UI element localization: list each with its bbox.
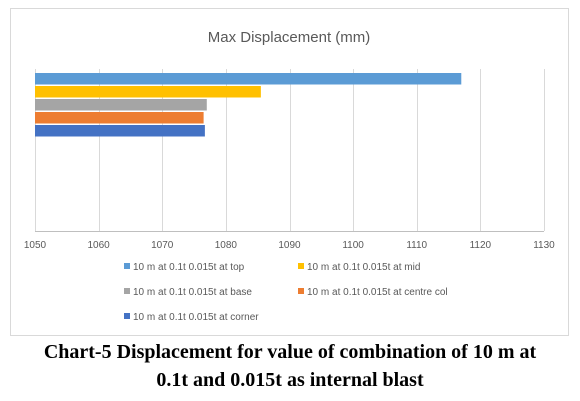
x-tick-label: 1120 (470, 240, 492, 251)
legend-swatch-1 (124, 263, 130, 269)
legend-label-5: 10 m at 0.1t 0.015t at corner (133, 312, 259, 323)
x-tick-label: 1100 (342, 240, 364, 251)
legend-label-4: 10 m at 0.1t 0.015t at centre col (307, 287, 448, 298)
x-axis-tick-labels: 1050 1060 1070 1080 1090 1100 1110 1120 1130 (24, 240, 555, 251)
caption-line-1: Chart-5 Displacement for value of combin… (43, 341, 537, 363)
legend-swatch-4 (298, 288, 304, 294)
bar-series-5 (35, 125, 205, 137)
x-tick-label: 1080 (215, 240, 238, 251)
legend-label-2: 10 m at 0.1t 0.015t at mid (307, 262, 420, 273)
bar-series-2 (35, 86, 261, 98)
x-tick-label: 1050 (24, 240, 47, 251)
bar-series-4 (35, 112, 204, 124)
bars (35, 73, 462, 137)
legend: 10 m at 0.1t 0.015t at top 10 m at 0.1t 0… (124, 262, 448, 323)
caption-line-2: 0.1t and 0.015t as internal blast (156, 369, 424, 391)
figure-caption: Chart-5 Displacement for value of combin… (0, 338, 580, 394)
legend-swatch-2 (298, 263, 304, 269)
legend-swatch-3 (124, 288, 130, 294)
x-tick-label: 1130 (533, 240, 555, 251)
bar-series-3 (35, 99, 207, 111)
x-tick-label: 1090 (278, 240, 301, 251)
chart-title: Max Displacement (mm) (208, 29, 371, 46)
legend-label-1: 10 m at 0.1t 0.015t at top (133, 262, 245, 273)
legend-label-3: 10 m at 0.1t 0.015t at base (133, 287, 252, 298)
x-tick-label: 1070 (151, 240, 174, 251)
chart-area: Max Displacement (mm) 1050 1060 1070 1080 10… (10, 8, 569, 336)
bar-chart: Max Displacement (mm) 1050 1060 1070 1080 10… (24, 29, 555, 323)
x-tick-label: 1060 (88, 240, 111, 251)
legend-swatch-5 (124, 313, 130, 319)
bar-series-1 (35, 73, 462, 85)
x-tick-label: 1110 (406, 240, 427, 251)
